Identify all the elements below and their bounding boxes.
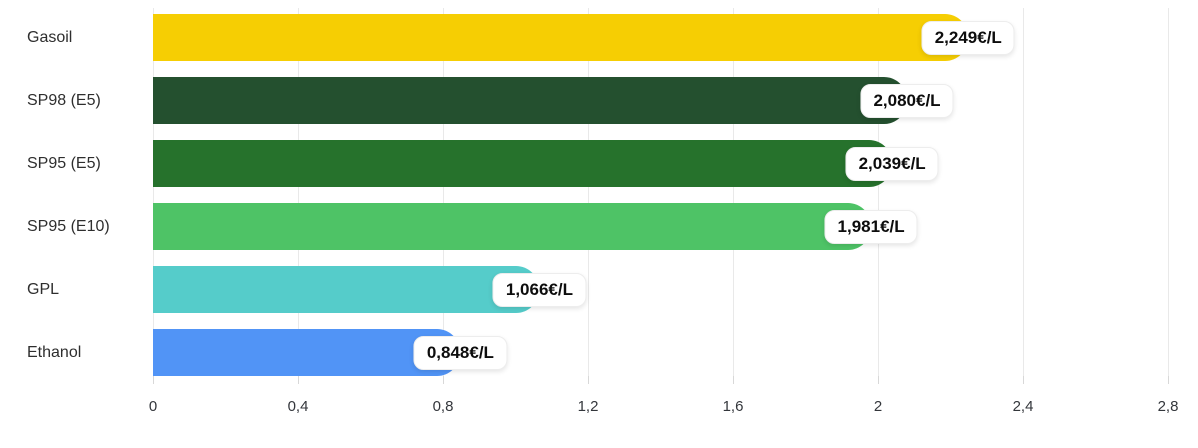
x-tick-label: 1,2 [577, 398, 599, 415]
bar-row: 0,848€/L [153, 329, 1168, 376]
category-label: Ethanol [27, 343, 82, 361]
x-tick-label: 0 [148, 398, 158, 415]
x-tick-mark [733, 376, 734, 384]
gridline [443, 8, 444, 376]
gridline [588, 8, 589, 376]
x-tick-label: 2 [873, 398, 883, 415]
gridline [298, 8, 299, 376]
x-tick-mark [1023, 376, 1024, 384]
value-label: 1,066€/L [492, 272, 586, 307]
bar-row: 2,249€/L [153, 14, 1168, 61]
bar-row: 1,066€/L [153, 266, 1168, 313]
category-label: SP98 (E5) [27, 91, 101, 109]
gridline [1168, 8, 1169, 376]
bar-sp95-e10[interactable] [153, 203, 872, 250]
bar-sp98-e5[interactable] [153, 77, 907, 124]
x-tick-label: 0,8 [432, 398, 454, 415]
value-label: 2,080€/L [860, 83, 954, 118]
x-tick-mark [443, 376, 444, 384]
x-tick-mark [588, 376, 589, 384]
bar-row: 2,080€/L [153, 77, 1168, 124]
category-label: GPL [27, 280, 60, 298]
category-label: SP95 (E5) [27, 154, 101, 172]
value-label: 0,848€/L [413, 335, 507, 370]
category-label: SP95 (E10) [27, 217, 110, 235]
value-label: 1,981€/L [824, 209, 918, 244]
bar-row: 2,039€/L [153, 140, 1168, 187]
gridline [733, 8, 734, 376]
bar-row: 1,981€/L [153, 203, 1168, 250]
gridline [1023, 8, 1024, 376]
x-tick-mark [298, 376, 299, 384]
plot-area: 2,249€/L 2,080€/L 2,039€/L 1,981€/L 1,066€/L… [153, 8, 1169, 376]
x-tick-label: 2,8 [1157, 398, 1179, 415]
bar-sp95-e5[interactable] [153, 140, 893, 187]
x-tick-mark [153, 376, 154, 384]
x-tick-mark [1168, 376, 1169, 384]
x-tick-label: 0,4 [287, 398, 309, 415]
category-label: Gasoil [27, 28, 73, 46]
x-tick-label: 1,6 [722, 398, 744, 415]
bar-gasoil[interactable] [153, 14, 969, 61]
gridline [153, 8, 154, 376]
x-tick-mark [878, 376, 879, 384]
gridline [878, 8, 879, 376]
bar-ethanol[interactable] [153, 329, 461, 376]
value-label: 2,039€/L [845, 146, 939, 181]
bar-gpl[interactable] [153, 266, 540, 313]
value-label: 2,249€/L [921, 20, 1015, 55]
x-tick-label: 2,4 [1012, 398, 1034, 415]
